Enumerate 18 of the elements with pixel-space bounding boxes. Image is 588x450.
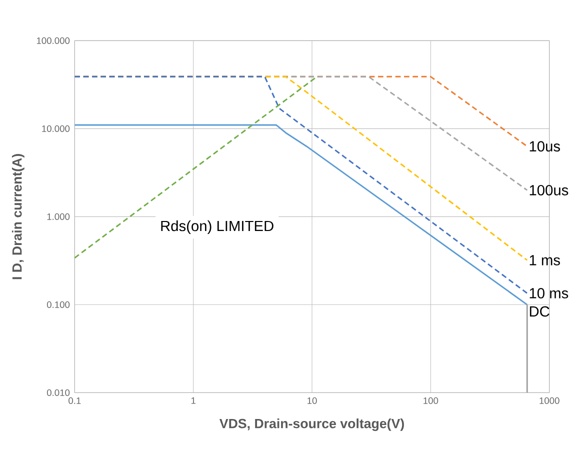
y-tick-label: 0.100	[46, 301, 70, 308]
series-label: 1 ms	[530, 255, 560, 266]
series-label: 10us	[530, 141, 560, 152]
x-tick-label: 10	[308, 397, 317, 404]
x-tick-label: 100	[424, 397, 438, 404]
y-tick-label: 10.000	[42, 125, 70, 132]
x-tick-label: 0.1	[68, 397, 81, 404]
x-tick-label: 1	[191, 397, 196, 404]
x-axis-title: VDS, Drain-source voltage(V)	[219, 418, 404, 431]
series-label: 100us	[530, 185, 568, 196]
y-tick-label: 100.000	[36, 37, 70, 44]
y-tick-label: 1.000	[47, 213, 70, 220]
series-label: 10 ms	[530, 288, 568, 298]
x-tick-label: 1000	[540, 397, 560, 404]
y-axis-title: I D, Drain current(A)	[12, 154, 24, 280]
y-tick-label: 0.010	[46, 389, 70, 396]
series-label: DC	[530, 306, 550, 317]
annotation: Rds(on) LIMITED	[161, 220, 274, 234]
